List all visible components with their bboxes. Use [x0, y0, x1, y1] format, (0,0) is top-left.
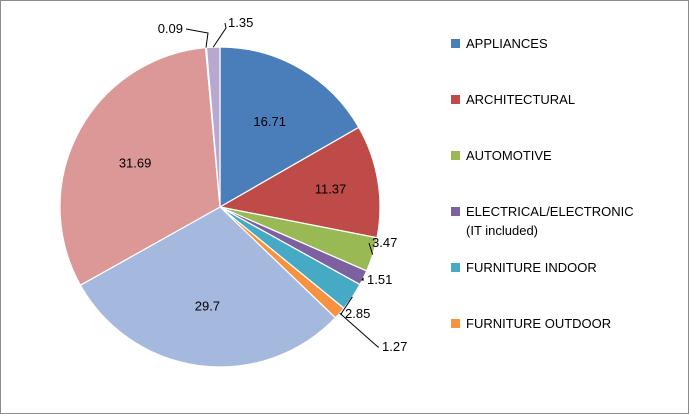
pie-slice-appliances: [219, 46, 360, 208]
legend-label-furniture-indoor: FURNITURE INDOOR: [466, 260, 597, 275]
data-label-furniture-indoor: 2.85: [345, 306, 370, 321]
data-label-slice-6: 29.7: [195, 298, 220, 313]
legend-swatch-automotive: [451, 151, 460, 160]
leader-line-automotive: [368, 242, 374, 255]
legend-label-architectural: ARCHITECTURAL: [466, 92, 575, 107]
legend-swatch-furniture-indoor: [451, 263, 460, 272]
legend-label-furniture-outdoor: FURNITURE OUTDOOR: [466, 316, 611, 331]
legend-swatch-furniture-outdoor: [451, 319, 460, 328]
legend-label-appliances: APPLIANCES: [466, 36, 548, 51]
leader-line-slice-9: [212, 22, 227, 48]
leader-lines: [185, 22, 379, 348]
legend-item-electrical-electronic-it-included: ELECTRICAL/ELECTRONIC (IT included): [451, 204, 634, 238]
legend-swatch-architectural: [451, 95, 460, 104]
data-label-automotive: 3.47: [372, 235, 397, 250]
pie-slice-slice-6: [79, 206, 337, 368]
data-label-furniture-outdoor: 1.27: [382, 339, 407, 354]
legend-label-automotive: AUTOMOTIVE: [466, 148, 552, 163]
pie-slice-architectural: [219, 126, 381, 239]
legend-item-automotive: AUTOMOTIVE: [451, 148, 552, 163]
leader-line-slice-8: [185, 28, 209, 48]
legend-swatch-appliances: [451, 39, 460, 48]
data-label-architectural: 11.37: [315, 182, 347, 197]
data-label-slice-8: 0.09: [158, 21, 183, 36]
data-labels: 16.71 11.37 3.47 1.51 2.85 1.27 29.7 31.69 0.09 1…: [119, 15, 407, 354]
legend: APPLIANCES ARCHITECTURAL AUTOMOTIVE ELECTRI…: [451, 36, 634, 331]
data-label-appliances: 16.71: [253, 114, 286, 129]
data-label-electrical-electronic-it-included: 1.51: [367, 272, 392, 287]
legend-item-furniture-indoor: FURNITURE INDOOR: [451, 260, 597, 275]
data-label-slice-9: 1.35: [228, 15, 253, 30]
legend-swatch-electrical-electronic-it-included: [451, 207, 460, 216]
legend-label-electrical-electronic-it-included: ELECTRICAL/ELECTRONIC (IT included): [466, 204, 634, 238]
leader-line-furniture-outdoor: [339, 312, 379, 348]
legend-item-furniture-outdoor: FURNITURE OUTDOOR: [451, 316, 611, 331]
data-label-slice-7: 31.69: [119, 155, 152, 170]
pie-slice-slice-7: [59, 47, 221, 286]
legend-item-architectural: ARCHITECTURAL: [451, 92, 575, 107]
legend-item-appliances: APPLIANCES: [451, 36, 548, 51]
pie-slices: [59, 46, 381, 368]
leader-line-electrical-electronic-it-included: [361, 277, 364, 281]
